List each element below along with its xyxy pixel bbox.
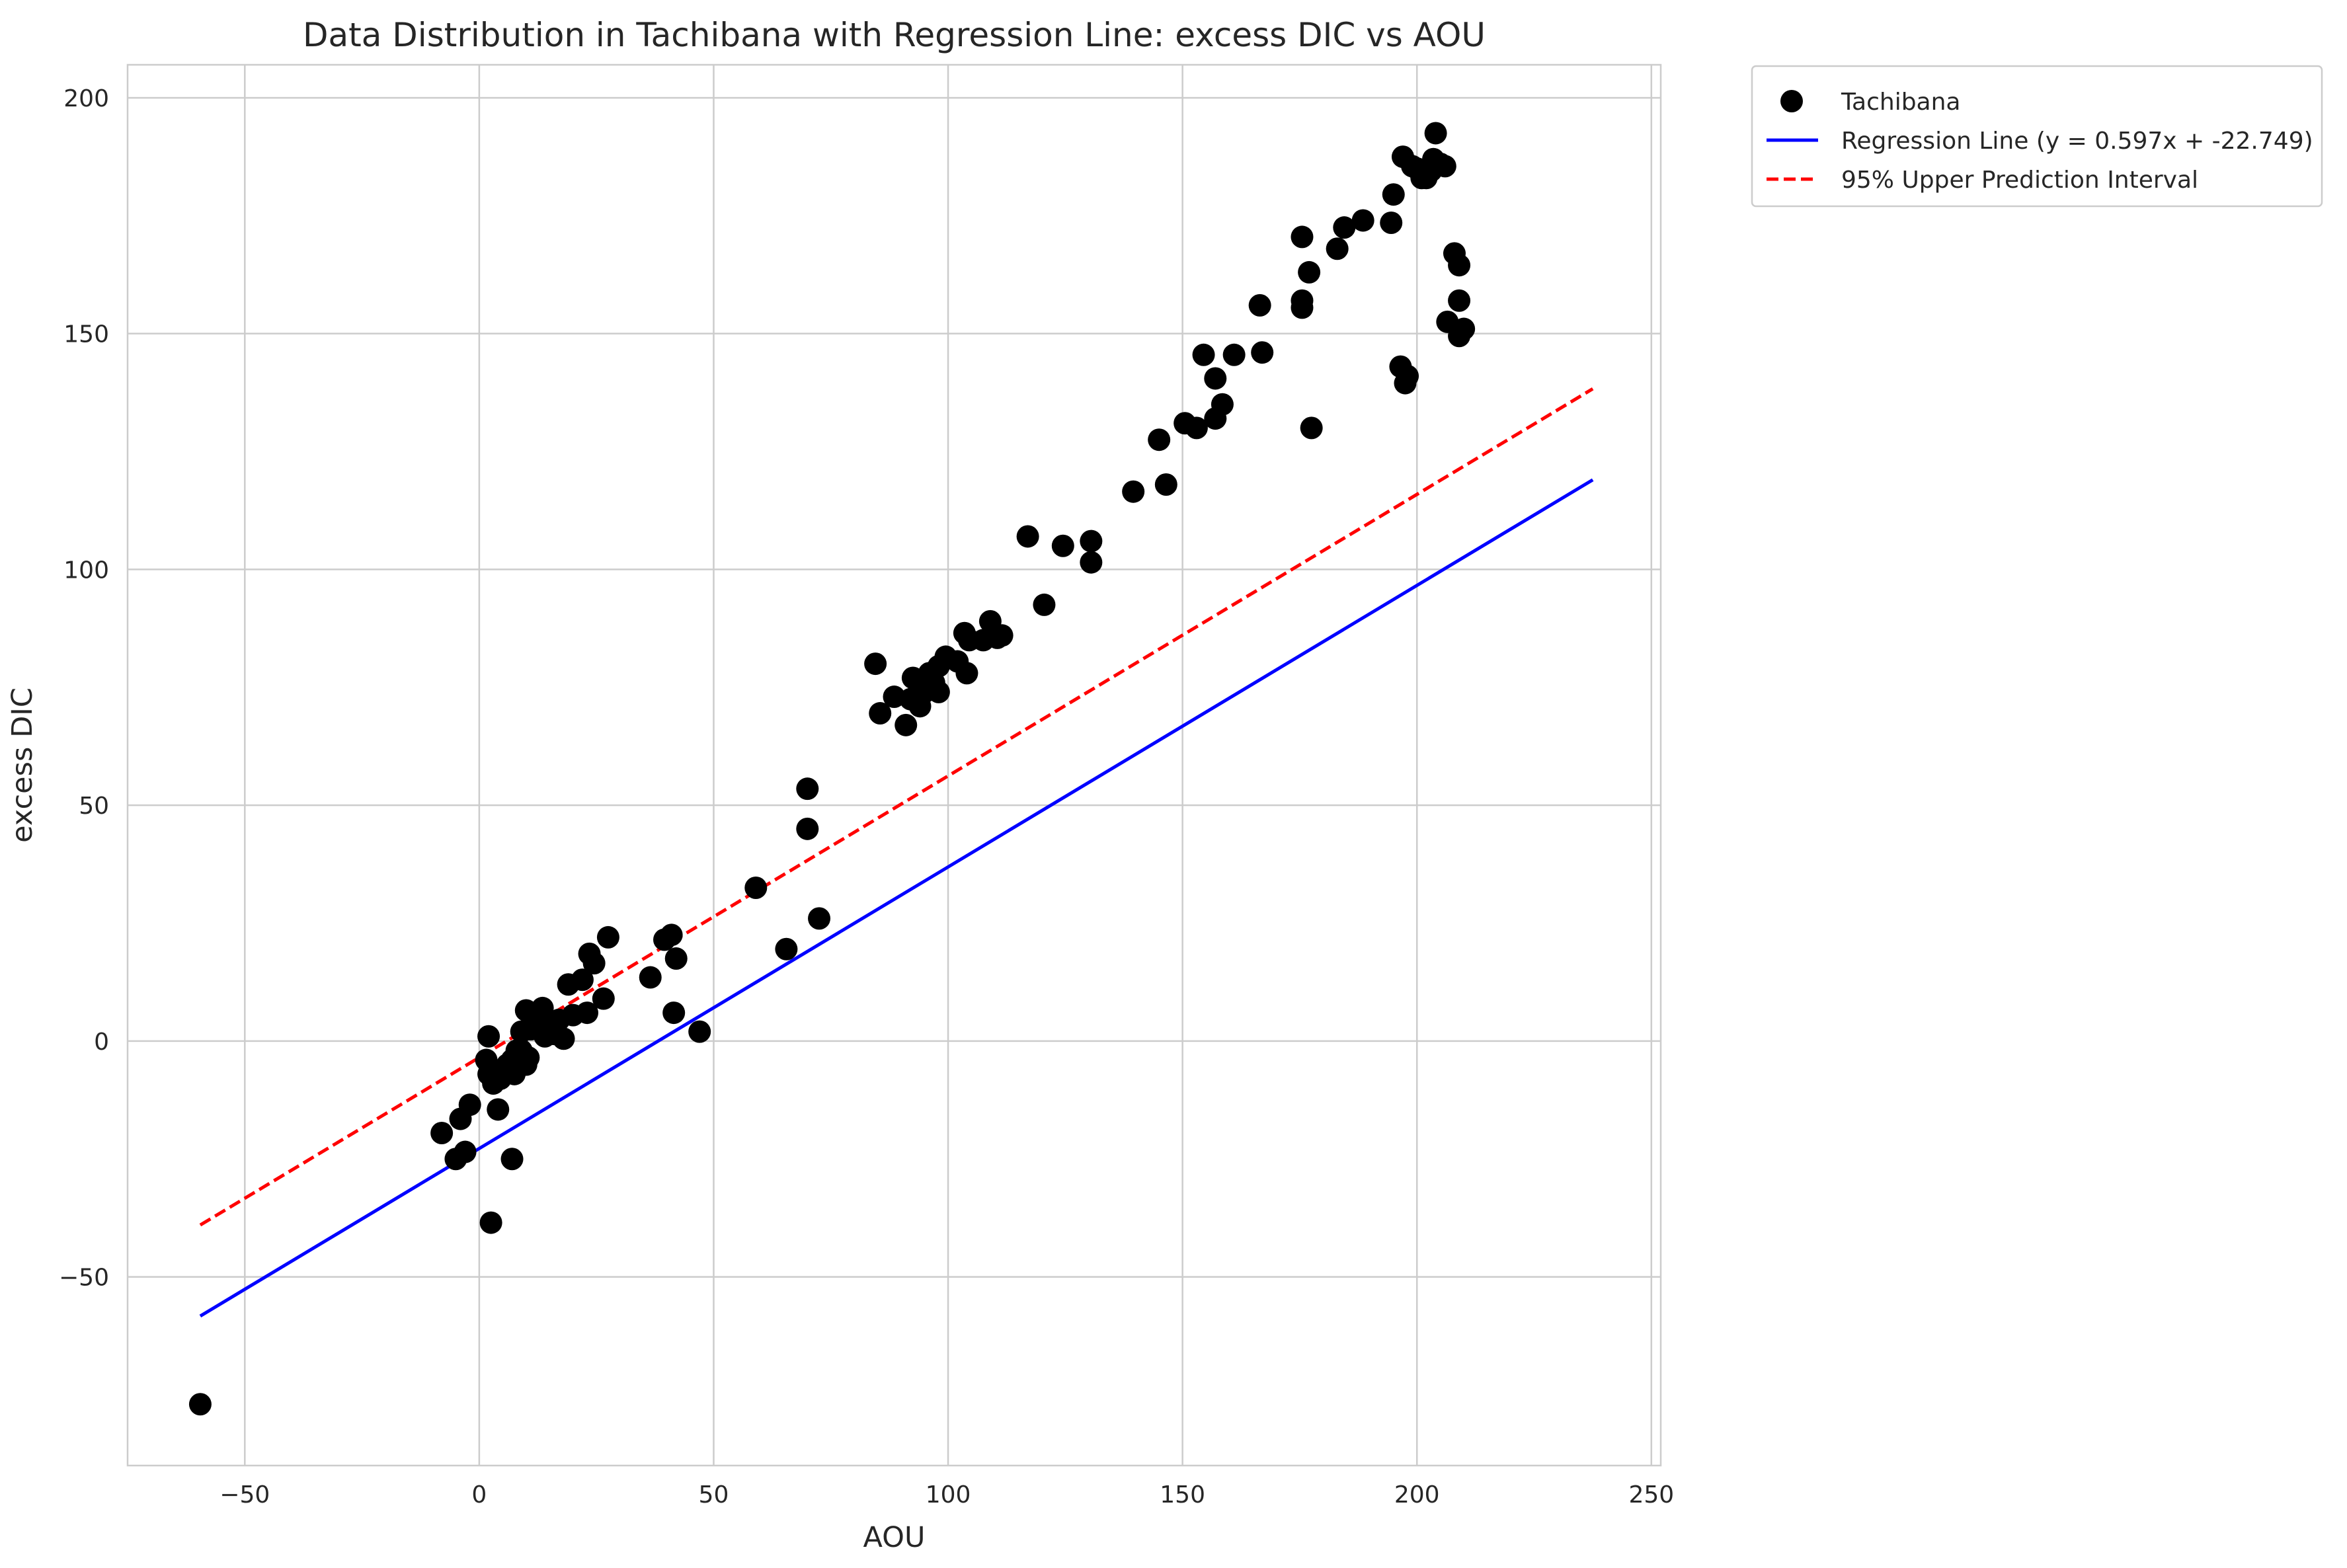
data-point <box>1248 294 1271 317</box>
data-point <box>188 1393 212 1416</box>
legend-marker-scatter <box>1780 90 1803 112</box>
y-tick-label: 200 <box>63 85 109 112</box>
x-axis-label: AOU <box>863 1521 926 1554</box>
data-point <box>592 987 615 1010</box>
data-point <box>1452 317 1476 340</box>
data-point <box>1326 237 1349 260</box>
x-tick-label: 150 <box>1160 1481 1205 1509</box>
data-point <box>596 925 619 949</box>
data-point <box>1396 364 1419 387</box>
data-point <box>1051 534 1074 557</box>
data-point <box>1351 209 1374 232</box>
data-point <box>883 686 906 709</box>
data-point <box>864 652 887 676</box>
data-point <box>688 1020 711 1043</box>
data-point <box>662 1001 686 1025</box>
data-point <box>1122 480 1145 503</box>
data-point <box>1185 416 1208 440</box>
data-point <box>775 937 798 960</box>
data-point <box>955 662 978 685</box>
data-point <box>552 1027 575 1050</box>
data-point <box>458 1093 481 1117</box>
data-point <box>1433 155 1456 178</box>
data-point <box>869 702 892 725</box>
data-point <box>1204 367 1227 390</box>
series <box>188 122 1594 1416</box>
data-point <box>571 968 594 992</box>
data-point <box>927 680 950 703</box>
data-point <box>639 966 662 989</box>
data-point <box>660 923 683 947</box>
data-point <box>1333 216 1356 239</box>
x-tick-label: 100 <box>926 1481 971 1509</box>
data-point <box>454 1140 477 1163</box>
data-point <box>1300 416 1323 440</box>
data-point <box>575 1001 598 1025</box>
data-point <box>1211 393 1234 416</box>
x-tick-label: 250 <box>1628 1481 1674 1509</box>
y-tick-label: 100 <box>63 557 109 584</box>
data-point <box>477 1025 500 1048</box>
data-point <box>1424 122 1447 145</box>
data-point <box>1154 473 1177 496</box>
data-point <box>500 1148 524 1171</box>
data-point <box>808 907 831 930</box>
data-point <box>1291 289 1314 312</box>
grid <box>128 65 1661 1466</box>
y-tick-label: −50 <box>59 1265 109 1292</box>
y-tick-label: 0 <box>94 1029 109 1056</box>
data-point <box>531 996 554 1019</box>
data-point <box>796 777 819 801</box>
upper-prediction-interval-line <box>199 387 1594 1227</box>
data-point <box>1222 343 1246 366</box>
legend: Tachibana Regression Line (y = 0.597x + -… <box>1751 65 2323 208</box>
data-point <box>1080 551 1103 574</box>
data-point <box>744 877 768 900</box>
data-point <box>1448 254 1471 277</box>
data-point <box>1192 343 1215 366</box>
data-point <box>487 1098 510 1121</box>
legend-box <box>1751 65 2323 208</box>
legend-label: 95% Upper Prediction Interval <box>1841 167 2198 194</box>
data-point <box>990 624 1014 647</box>
data-point <box>1251 341 1274 364</box>
data-point <box>430 1122 454 1145</box>
y-axis-label: excess DIC <box>6 687 39 843</box>
data-point <box>582 952 606 975</box>
data-point <box>1448 289 1471 312</box>
chart-title: Data Distribution in Tachibana with Regr… <box>303 16 1486 54</box>
x-tick-label: −50 <box>219 1481 270 1509</box>
y-tick-label: 50 <box>79 793 109 820</box>
x-tick-label: 0 <box>471 1481 487 1509</box>
data-point <box>664 947 688 970</box>
legend-label: Regression Line (y = 0.597x + -22.749) <box>1841 128 2313 155</box>
data-point <box>895 713 918 736</box>
data-point <box>1033 593 1056 616</box>
plot-area-frame <box>126 63 1662 1467</box>
data-point <box>1148 428 1171 451</box>
data-point <box>1080 529 1103 553</box>
data-point <box>1380 212 1403 235</box>
legend-label: Tachibana <box>1841 89 1961 116</box>
tick-labels: −50 0 50 100 150 200 250 −50 0 50 100 150 200 <box>59 85 1674 1509</box>
data-point <box>517 1046 540 1069</box>
x-tick-label: 50 <box>699 1481 729 1509</box>
data-point <box>1291 225 1314 249</box>
data-point <box>796 817 819 840</box>
x-tick-label: 200 <box>1394 1481 1440 1509</box>
data-point <box>479 1211 502 1234</box>
data-point <box>1298 260 1321 284</box>
regression-line <box>199 478 1594 1317</box>
data-point <box>1382 183 1405 206</box>
data-point <box>1016 525 1039 548</box>
y-tick-label: 150 <box>63 321 109 348</box>
